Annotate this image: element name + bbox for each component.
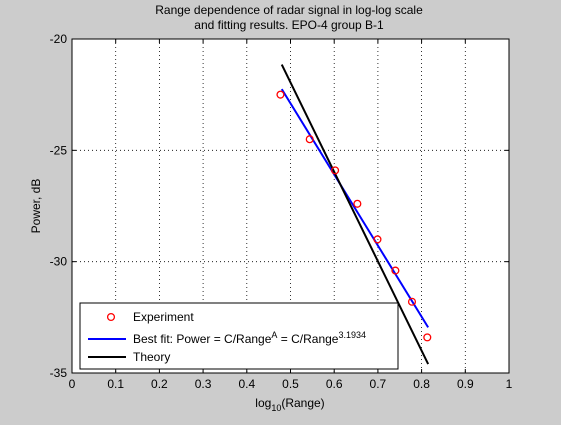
y-tick-label: -25 xyxy=(50,143,68,157)
y-tick-label: -30 xyxy=(50,255,68,269)
x-axis-label: log10(Range) xyxy=(255,396,324,413)
experiment-point xyxy=(353,199,362,208)
legend-theory-label: Theory xyxy=(133,350,170,364)
chart-title-line-2: and fitting results. EPO-4 group B-1 xyxy=(194,18,384,32)
x-tick-label: 0.6 xyxy=(326,377,343,391)
y-tick-labels: -35 -30 -25 -20 xyxy=(50,32,68,380)
x-tick-label: 0.4 xyxy=(238,377,255,391)
x-tick-label: 0.1 xyxy=(107,377,124,391)
experiment-point xyxy=(305,135,314,144)
x-tick-label: 0 xyxy=(69,377,76,391)
x-tick-label: 1 xyxy=(506,377,513,391)
x-tick-label: 0.5 xyxy=(282,377,299,391)
x-tick-label: 0.2 xyxy=(151,377,168,391)
experiment-point xyxy=(407,297,417,306)
legend-experiment-marker xyxy=(106,312,116,322)
legend-box xyxy=(79,302,399,370)
y-axis-label: Power, dB xyxy=(29,179,43,234)
x-tick-label: 0.9 xyxy=(457,377,474,391)
legend-bestfit-label: Best fit: Power = C/RangeA = C/Range3.19… xyxy=(133,330,366,346)
experiment-point xyxy=(276,90,285,99)
experiment-point xyxy=(373,235,382,244)
experiment-point xyxy=(391,266,400,275)
plot-frame xyxy=(71,38,510,374)
experiment-points xyxy=(276,90,432,342)
chart-title-line-1: Range dependence of radar signal in log-… xyxy=(155,3,423,17)
series-lines xyxy=(280,64,430,365)
grid xyxy=(72,39,509,373)
legend: Experiment Best fit: Power = C/RangeA = … xyxy=(79,302,399,370)
best-fit-line xyxy=(280,88,430,328)
y-tick-label: -35 xyxy=(50,366,68,380)
legend-experiment-label: Experiment xyxy=(133,310,194,324)
experiment-point xyxy=(331,166,340,175)
y-tick-label: -20 xyxy=(50,32,68,46)
experiment-point xyxy=(423,333,432,342)
x-tick-label: 0.3 xyxy=(195,377,212,391)
x-tick-label: 0.8 xyxy=(413,377,430,391)
theory-line xyxy=(280,64,430,365)
x-tick-label: 0.7 xyxy=(370,377,387,391)
x-tick-labels: 0 0.1 0.2 0.3 0.4 0.5 0.6 0.7 0.8 0.9 1 xyxy=(69,377,513,391)
